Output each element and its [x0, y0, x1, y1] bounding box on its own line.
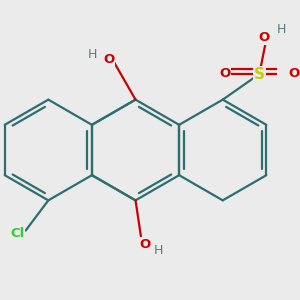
Text: O: O	[103, 53, 114, 66]
Text: H: H	[88, 48, 97, 61]
Text: O: O	[139, 238, 150, 251]
Text: O: O	[258, 31, 269, 44]
Text: S: S	[254, 67, 265, 82]
Text: H: H	[276, 23, 286, 36]
Text: O: O	[219, 67, 230, 80]
Text: O: O	[289, 67, 300, 80]
Text: H: H	[154, 244, 163, 256]
Text: Cl: Cl	[10, 227, 25, 240]
